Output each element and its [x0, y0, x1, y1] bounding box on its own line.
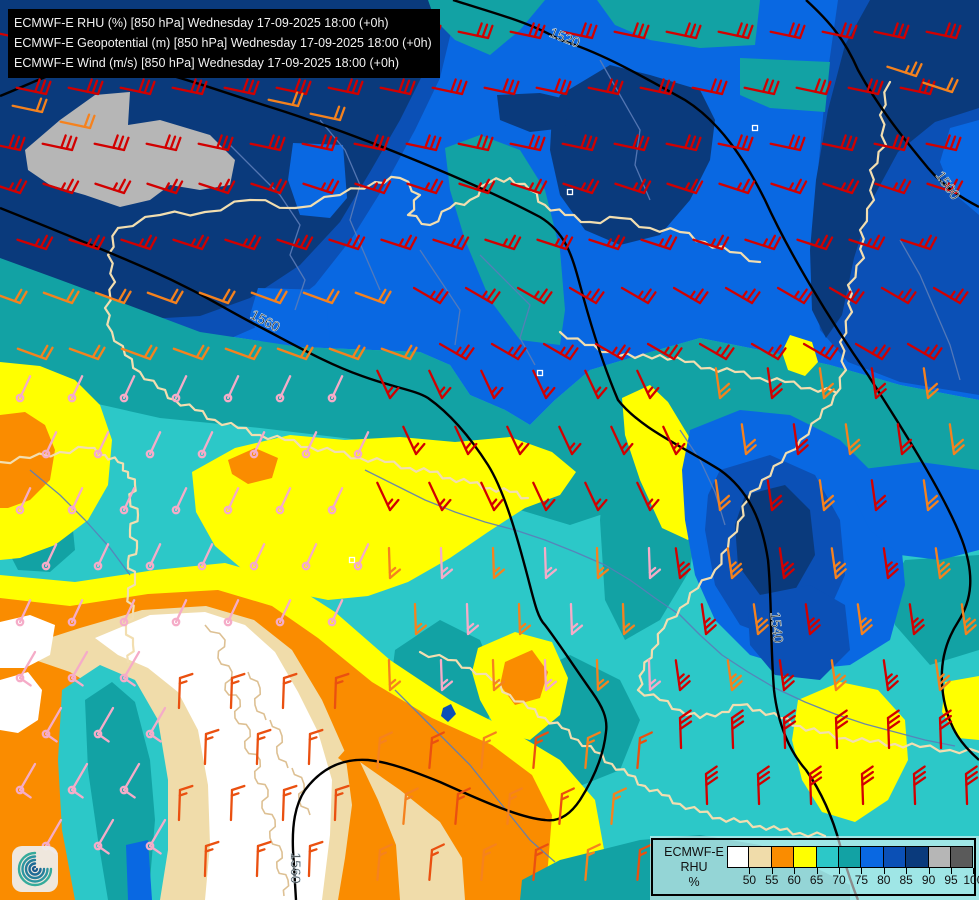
region-teal-tongue	[445, 135, 565, 345]
legend-cell	[861, 846, 884, 868]
legend-tick-label: 95	[944, 873, 958, 887]
region-navy-center-1	[550, 65, 715, 245]
legend-tick-label: 60	[787, 873, 801, 887]
legend-label: ECMWF-E RHU %	[663, 845, 725, 890]
legend-tick-label: 65	[809, 873, 824, 887]
legend-cell	[928, 846, 951, 868]
colorbar-legend: ECMWF-E RHU % 50 55 60 65 70 75 80 85 90 95 100	[651, 838, 979, 896]
region-white-nw-1	[0, 615, 55, 668]
contour-1540	[0, 62, 860, 900]
region-yellow-ul	[0, 362, 112, 560]
legend-tick-label: 70	[832, 873, 846, 887]
wind-barbs	[0, 22, 979, 882]
region-navy-ne	[810, 0, 979, 338]
legend-tick-label: 55	[765, 873, 779, 887]
legend-cell	[794, 846, 817, 868]
legend-tick-label: 50	[742, 873, 757, 887]
title-line-geopotential: ECMWF-E Geopotential (m) [850 hPa] Wedne…	[14, 36, 432, 50]
legend-tick-label: 90	[921, 873, 936, 887]
legend-color-cells	[727, 846, 974, 868]
region-bright-ne-corner	[940, 120, 979, 215]
legend-parameter: RHU	[680, 860, 708, 874]
contour-label-1540: 1540	[767, 611, 786, 644]
region-navy-center-2	[497, 93, 570, 132]
region-blue-dot	[441, 704, 456, 722]
forecast-title-box: ECMWF-E RHU (%) [850 hPa] Wednesday 17-0…	[8, 9, 440, 78]
legend-cell	[727, 846, 750, 868]
region-yellow-br-2	[942, 676, 979, 740]
region-teal-top-3	[740, 58, 830, 112]
region-teal-br-2	[890, 555, 979, 665]
region-bright-sliver-bl	[126, 840, 152, 900]
region-teal-top-2	[597, 0, 760, 48]
city-markers	[348, 124, 759, 564]
contour-1560	[0, 206, 608, 900]
contour-1520	[452, 0, 979, 761]
legend-cell	[816, 846, 839, 868]
legend-unit: %	[688, 875, 700, 889]
brand-logo	[12, 846, 58, 892]
legend-tick-label: 100	[963, 873, 979, 887]
legend-model-name: ECMWF-E	[664, 845, 724, 859]
legend-cell	[838, 846, 862, 868]
legend-tick-label: 85	[899, 873, 913, 887]
legend-cell	[906, 846, 929, 868]
region-yellow-center	[192, 435, 576, 600]
legend-cell	[950, 846, 974, 868]
region-yellow-r2	[782, 335, 818, 376]
title-line-rhu: ECMWF-E RHU (%) [850 hPa] Wednesday 17-0…	[14, 16, 389, 30]
region-bright-br-2	[855, 462, 979, 560]
region-medium-br-2	[748, 585, 850, 680]
region-white-nw-2	[0, 672, 42, 733]
region-orange-diamond	[500, 650, 548, 705]
country-borders	[0, 80, 979, 838]
coastline	[204, 624, 311, 897]
river-lines	[29, 59, 961, 863]
legend-tick-label: 80	[877, 873, 891, 887]
region-tan-se	[360, 762, 465, 900]
region-orange-ul	[0, 412, 55, 508]
legend-cell	[771, 846, 795, 868]
region-gray-patch	[25, 92, 235, 207]
region-bright-patch-1	[288, 143, 347, 218]
region-bright-patch-2	[250, 288, 330, 352]
legend-cell	[749, 846, 772, 868]
legend-tick-label: 75	[854, 873, 869, 887]
legend-cell	[883, 846, 907, 868]
title-line-wind: ECMWF-E Wind (m/s) [850 hPa] Wednesday 1…	[14, 56, 400, 70]
colorbar-legend-panel: ECMWF-E RHU % 50 55 60 65 70 75 80 85 90 95 100	[650, 836, 979, 900]
contour-label-1560: 1560	[288, 852, 304, 883]
spiral-logo-icon	[17, 851, 53, 887]
region-orange-c1	[228, 448, 278, 484]
region-yellow-br	[792, 682, 908, 822]
